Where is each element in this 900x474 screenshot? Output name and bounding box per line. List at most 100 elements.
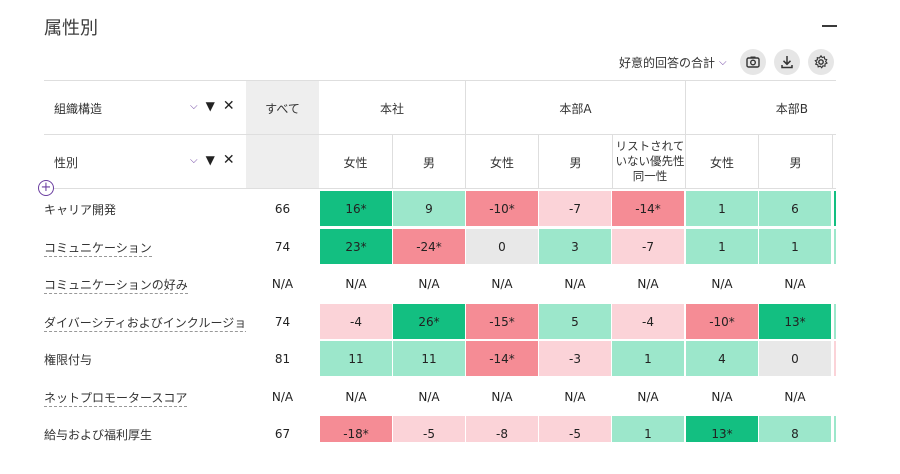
heatmap-cell[interactable]: N/A — [759, 379, 831, 414]
heatmap-cell[interactable]: 0 — [759, 341, 831, 376]
heatmap-cell[interactable]: 1 — [612, 341, 684, 376]
column-header: 女性 — [709, 156, 734, 170]
chevron-down-icon: ⌵ — [719, 57, 727, 68]
add-row-button[interactable]: + — [38, 180, 54, 196]
all-value-cell: 67 — [246, 416, 319, 442]
row-label-text: コミュニケーション — [44, 241, 152, 257]
heatmap-cell[interactable]: N/A — [612, 266, 684, 301]
all-value-cell: 74 — [246, 229, 319, 264]
heatmap-cell[interactable]: -7 — [612, 229, 684, 264]
heatmap-cell[interactable]: -4 — [612, 304, 684, 339]
column-divider — [392, 134, 393, 188]
column-divider — [538, 134, 539, 188]
column-divider — [758, 134, 759, 188]
group-header-b: 本部B — [686, 100, 834, 117]
clipped-column-edge — [834, 341, 836, 376]
heatmap-cell[interactable]: N/A — [612, 379, 684, 414]
screenshot-button[interactable] — [740, 49, 766, 75]
heatmap-cell[interactable]: N/A — [320, 266, 392, 301]
filter-icon[interactable]: ▼ — [205, 99, 215, 113]
chevron-down-icon[interactable]: ⌵ — [190, 100, 198, 112]
heatmap-cell[interactable]: N/A — [539, 266, 611, 301]
heatmap-cell[interactable]: -3 — [539, 341, 611, 376]
row-label[interactable]: ネットプロモータースコア — [44, 389, 188, 407]
close-icon[interactable]: ✕ — [222, 152, 235, 168]
row-label[interactable]: コミュニケーション — [44, 239, 152, 257]
clipped-column-edge — [834, 416, 836, 442]
heatmap-cell[interactable]: N/A — [466, 379, 538, 414]
panel-title: 属性別 — [44, 18, 98, 39]
heatmap-cell[interactable]: 13* — [759, 304, 831, 339]
heatmap-cell[interactable]: 26* — [393, 304, 465, 339]
all-value-cell: 66 — [246, 191, 319, 226]
row-label: 権限付与 — [44, 351, 92, 368]
heatmap-cell[interactable]: 16* — [320, 191, 392, 226]
heatmap-cell[interactable]: -8 — [466, 416, 538, 442]
camera-icon — [746, 56, 760, 68]
header-divider — [44, 80, 836, 81]
heatmap-cell[interactable]: -14* — [612, 191, 684, 226]
heatmap-cell[interactable]: 13* — [686, 416, 758, 442]
heatmap-cell[interactable]: 5 — [539, 304, 611, 339]
heatmap-cell[interactable]: -4 — [320, 304, 392, 339]
heatmap-cell[interactable]: 4 — [686, 341, 758, 376]
all-value-cell: N/A — [246, 379, 319, 414]
row-label-text: ネットプロモータースコア — [44, 391, 188, 407]
heatmap-cell[interactable]: 1 — [612, 416, 684, 442]
clipped-column-edge — [834, 304, 836, 339]
heatmap-cell[interactable]: -18* — [320, 416, 392, 442]
heatmap-cell[interactable]: -14* — [466, 341, 538, 376]
row-label[interactable]: ダイバーシティおよびインクルージョン — [44, 314, 259, 332]
heatmap-cell[interactable]: 3 — [539, 229, 611, 264]
gender-selector[interactable]: 性別 — [54, 156, 79, 170]
heatmap-cell[interactable]: N/A — [539, 379, 611, 414]
heatmap-cell[interactable]: 1 — [686, 229, 758, 264]
heatmap-cell[interactable]: -7 — [539, 191, 611, 226]
heatmap-cell[interactable]: N/A — [759, 266, 831, 301]
close-icon[interactable]: ✕ — [222, 98, 235, 114]
group-header-a: 本部A — [559, 102, 592, 116]
column-header: 男 — [422, 156, 435, 170]
heatmap-cell[interactable]: N/A — [466, 266, 538, 301]
column-divider — [612, 134, 613, 188]
heatmap-cell[interactable]: N/A — [686, 266, 758, 301]
org-structure-selector[interactable]: 組織構造 — [54, 102, 103, 116]
column-header: 男 — [569, 156, 582, 170]
all-value-cell: 74 — [246, 304, 319, 339]
heatmap-cell[interactable]: 1 — [759, 229, 831, 264]
heatmap-cell[interactable]: -15* — [466, 304, 538, 339]
row-label-text: コミュニケーションの好み — [44, 278, 188, 294]
heatmap-cell[interactable]: -10* — [686, 304, 758, 339]
heatmap-cell[interactable]: N/A — [320, 379, 392, 414]
heatmap-cell[interactable]: -5 — [393, 416, 465, 442]
heatmap-cell[interactable]: 8 — [759, 416, 831, 442]
heatmap-cell[interactable]: 0 — [466, 229, 538, 264]
column-header: 男 — [789, 156, 802, 170]
metric-dropdown[interactable]: 好意的回答の合計 ⌵ — [619, 54, 727, 71]
filter-icon[interactable]: ▼ — [205, 153, 215, 167]
chevron-down-icon[interactable]: ⌵ — [190, 154, 198, 166]
heatmap-cell[interactable]: N/A — [686, 379, 758, 414]
heatmap-cell[interactable]: -10* — [466, 191, 538, 226]
heatmap-cell[interactable]: 11 — [393, 341, 465, 376]
minimize-button[interactable] — [822, 25, 837, 27]
heatmap-cell[interactable]: -24* — [393, 229, 465, 264]
heatmap-cell[interactable]: N/A — [393, 379, 465, 414]
heatmap-cell[interactable]: 11 — [320, 341, 392, 376]
group-divider — [685, 80, 686, 188]
row-label[interactable]: コミュニケーションの好み — [44, 276, 188, 294]
settings-button[interactable] — [808, 49, 834, 75]
heatmap-cell[interactable]: N/A — [393, 266, 465, 301]
heatmap-cell[interactable]: 6 — [759, 191, 831, 226]
column-header: 女性 — [489, 156, 514, 170]
header-divider — [44, 188, 836, 189]
heatmap-cell[interactable]: -5 — [539, 416, 611, 442]
heatmap-cell[interactable]: 9 — [393, 191, 465, 226]
crosstab-grid: 組織構造 ⌵ ▼ ✕ 性別 ⌵ ▼ ✕ すべて 本社 本部A 本部B 女性 男 … — [44, 80, 836, 442]
heatmap-cell[interactable]: 23* — [320, 229, 392, 264]
all-value-cell: 81 — [246, 341, 319, 376]
clipped-column-edge — [834, 379, 836, 414]
heatmap-cell[interactable]: 1 — [686, 191, 758, 226]
download-icon — [781, 56, 793, 69]
download-button[interactable] — [774, 49, 800, 75]
